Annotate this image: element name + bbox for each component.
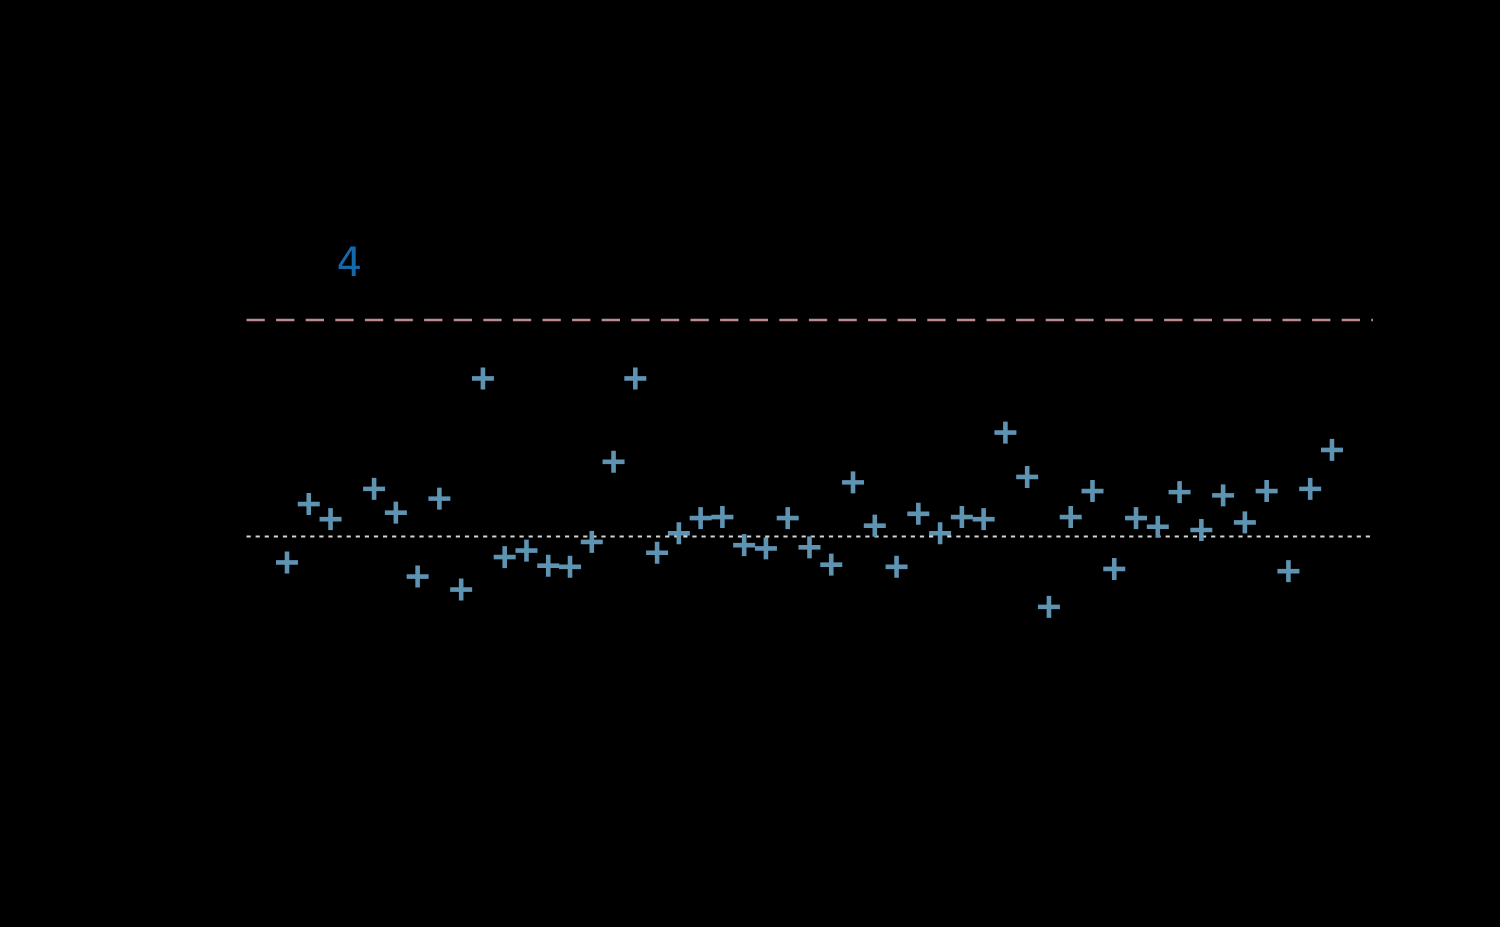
data-point-marker xyxy=(384,501,407,524)
data-point-marker xyxy=(319,508,342,531)
data-point-marker xyxy=(1255,480,1278,503)
data-point-marker xyxy=(907,502,930,525)
data-point-marker xyxy=(1299,477,1322,500)
data-point-marker xyxy=(950,506,973,529)
data-point-marker xyxy=(994,421,1017,444)
data-point-marker xyxy=(842,471,865,494)
data-point-marker xyxy=(428,487,451,510)
data-point-marker xyxy=(1190,519,1213,542)
data-point-marker xyxy=(602,450,625,473)
data-point-marker xyxy=(1168,481,1191,504)
data-points-group xyxy=(276,367,1343,618)
data-point-marker xyxy=(1103,557,1126,580)
data-point-marker xyxy=(733,534,756,557)
data-point-marker xyxy=(515,539,538,562)
data-point-marker xyxy=(754,537,777,560)
data-point-marker xyxy=(929,522,952,545)
data-point-marker xyxy=(580,530,603,553)
data-point-marker xyxy=(863,514,886,537)
observation-label: 4 xyxy=(337,240,362,286)
data-point-marker xyxy=(471,367,494,390)
data-point-marker xyxy=(624,367,647,390)
data-point-marker xyxy=(711,506,734,529)
data-point-marker xyxy=(450,578,473,601)
data-point-marker xyxy=(1081,480,1104,503)
data-point-marker xyxy=(493,546,516,569)
data-point-marker xyxy=(1016,465,1039,488)
data-point-marker xyxy=(1212,484,1235,507)
data-point-marker xyxy=(689,507,712,530)
data-point-marker xyxy=(1277,560,1300,583)
data-point-marker xyxy=(1320,438,1343,461)
data-point-marker xyxy=(1059,506,1082,529)
data-point-marker xyxy=(798,536,821,559)
data-point-marker xyxy=(1125,507,1148,530)
data-point-marker xyxy=(363,477,386,500)
data-point-marker xyxy=(1146,515,1169,538)
data-point-marker xyxy=(972,508,995,531)
data-point-marker xyxy=(1233,511,1256,534)
data-point-marker xyxy=(537,554,560,577)
data-point-marker xyxy=(885,555,908,578)
data-point-marker xyxy=(646,541,669,564)
data-point-marker xyxy=(406,565,429,588)
data-point-marker xyxy=(559,555,582,578)
data-point-marker xyxy=(776,507,799,530)
data-point-marker xyxy=(276,551,298,574)
data-point-marker xyxy=(297,493,320,516)
data-point-marker xyxy=(1037,595,1060,618)
data-point-marker xyxy=(667,522,690,545)
data-point-marker xyxy=(820,553,843,576)
